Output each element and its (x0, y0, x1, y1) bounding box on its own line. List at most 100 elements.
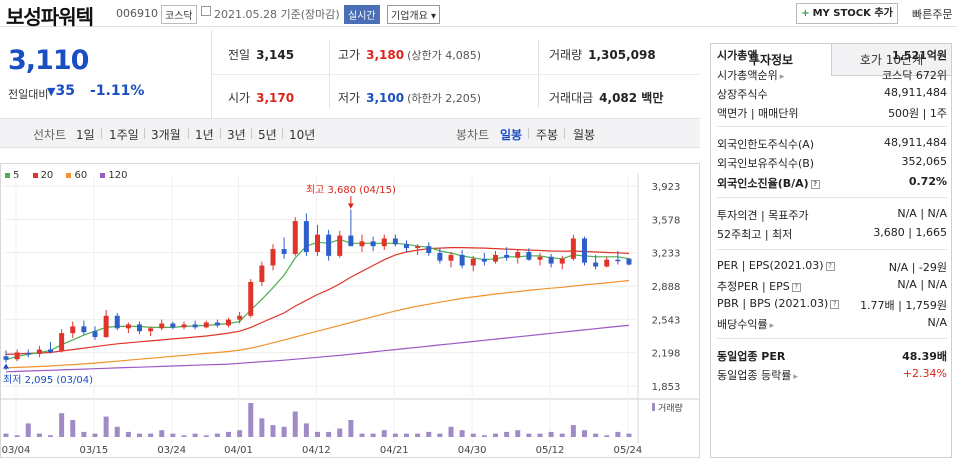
help-icon[interactable]: ? (810, 179, 820, 189)
quick-order-link[interactable]: 빠른주문 (912, 8, 953, 21)
top-bar: 보성파워텍 006910 코스닥 2021.05.28 기준(장마감) 실시간 … (0, 0, 957, 29)
candle-body (203, 322, 209, 328)
legend-ma120: 120 (100, 170, 128, 181)
candle-body (359, 241, 365, 247)
volume-bar (582, 430, 587, 437)
volume-bar (170, 433, 176, 437)
volume-bar (81, 431, 87, 437)
tab-3y[interactable]: 3년 (227, 128, 246, 142)
candle-body (448, 254, 454, 261)
help-icon[interactable]: ? (830, 299, 840, 309)
tab-5y[interactable]: 5년 (258, 128, 277, 142)
realtime-button[interactable]: 실시간 (344, 5, 380, 24)
info-row: 액면가 | 매매단위 500원 | 1주 (717, 103, 947, 121)
candle-body (415, 246, 421, 249)
chevron-right-icon[interactable]: ▸ (779, 72, 785, 82)
candle-body (25, 352, 31, 355)
base-date: 2021.05.28 기준(장마감) (214, 8, 340, 21)
plus-icon: + (801, 8, 810, 19)
volume-bar (381, 430, 387, 437)
tab-monthly[interactable]: 월봉 (573, 128, 596, 142)
info-value: N/A | N/A (897, 278, 947, 291)
y-tick-label: 1,853 (652, 382, 681, 393)
tab-invest-info[interactable]: 투자정보 (711, 44, 831, 76)
volume-bar (392, 433, 398, 437)
divider (212, 74, 700, 75)
chart-legend: 5 20 60 120 (5, 170, 138, 181)
volume-bar (526, 433, 532, 437)
x-tick-label: 03/24 (157, 445, 186, 456)
prev-close: 전일 3,145 (228, 48, 295, 62)
volume-bar (537, 433, 543, 437)
volume-bar (92, 433, 98, 437)
volume-bar (125, 431, 131, 437)
volume-bar (3, 433, 9, 437)
info-value: 1,521억원 (891, 49, 947, 62)
candle-body (81, 326, 87, 333)
info-label: 시가총액순위 ▸ (717, 69, 785, 82)
price-chart[interactable]: 3,923 3,578 3,233 2,888 2,543 2,198 1,853 03/04… (0, 163, 700, 458)
info-row: 추정PER | EPS? N/A | N/A (717, 276, 947, 294)
info-label: 52주최고 | 최저 (717, 228, 793, 241)
change-amount-value: 35 (55, 83, 75, 99)
y-tick-label: 2,198 (652, 349, 681, 360)
info-label: 외국인보유주식수(B) (717, 157, 815, 170)
tab-1w[interactable]: 1주일 (109, 128, 139, 142)
candle-body (615, 259, 621, 262)
volume-bar (570, 425, 576, 437)
info-label: 액면가 | 매매단위 (717, 107, 799, 120)
volume-bar (114, 426, 120, 437)
tab-1y[interactable]: 1년 (195, 128, 214, 142)
volume-bar (626, 433, 632, 437)
help-icon[interactable]: ? (791, 282, 801, 292)
my-stock-add-button[interactable]: + MY STOCK 추가 (796, 3, 898, 24)
high-price: 고가 3,180 (상한가 4,085) (338, 48, 481, 62)
chevron-right-icon[interactable]: ▸ (769, 321, 775, 331)
open-price: 시가 3,170 (228, 91, 295, 105)
invest-tabs: 투자정보 호가 10단계 (711, 44, 951, 76)
info-row: PER | EPS(2021.03)? N/A | -29원 (717, 257, 947, 275)
candle-body (114, 315, 120, 329)
tab-daily[interactable]: 일봉 (500, 128, 523, 142)
x-tick-label: 04/12 (302, 445, 331, 456)
y-tick-label: 3,578 (652, 215, 681, 226)
info-value: +2.34% (902, 367, 947, 380)
ma5-line (5, 238, 630, 361)
chevron-right-icon[interactable]: ▸ (793, 372, 798, 382)
volume-bar (559, 433, 565, 437)
volume-bar (604, 435, 610, 437)
y-tick-label: 2,888 (652, 282, 681, 293)
candle-body (404, 244, 409, 249)
volume-bar (248, 403, 254, 437)
change-amount: ▼35 (47, 83, 75, 99)
info-row: 투자의견 | 목표주가 N/A | N/A (717, 205, 947, 223)
volume-bar (504, 431, 510, 437)
volume-bar (348, 420, 354, 437)
volume-bar (48, 435, 53, 437)
volume-bar (270, 425, 276, 437)
volume-bar (593, 433, 599, 437)
tab-weekly[interactable]: 주봉 (536, 128, 559, 142)
volume-bar (237, 430, 243, 437)
x-tick-label: 05/12 (536, 445, 565, 456)
candle-body (337, 235, 343, 256)
tab-1d[interactable]: 1일 (76, 128, 95, 142)
candle-body (515, 251, 521, 258)
help-icon[interactable]: ? (825, 261, 835, 271)
info-label: 배당수익률 ▸ (717, 318, 775, 331)
tab-order-book[interactable]: 호가 10단계 (831, 44, 951, 76)
stock-code: 006910 (116, 7, 158, 20)
ma120-line (5, 324, 630, 373)
company-info-label: 기업개요 (391, 11, 428, 22)
tab-3m[interactable]: 3개월 (151, 128, 181, 142)
tab-10y[interactable]: 10년 (289, 128, 316, 142)
candle-body (570, 238, 576, 259)
candle-body (248, 281, 254, 316)
candle-body (70, 326, 76, 334)
trade-amount: 거래대금 4,082 백만 (549, 91, 664, 105)
company-info-button[interactable]: 기업개요 ▾ (387, 5, 441, 24)
info-value: 48.39배 (902, 350, 947, 363)
volume-bar (359, 433, 365, 437)
candle-body (237, 315, 243, 320)
volume-bar (70, 420, 76, 437)
